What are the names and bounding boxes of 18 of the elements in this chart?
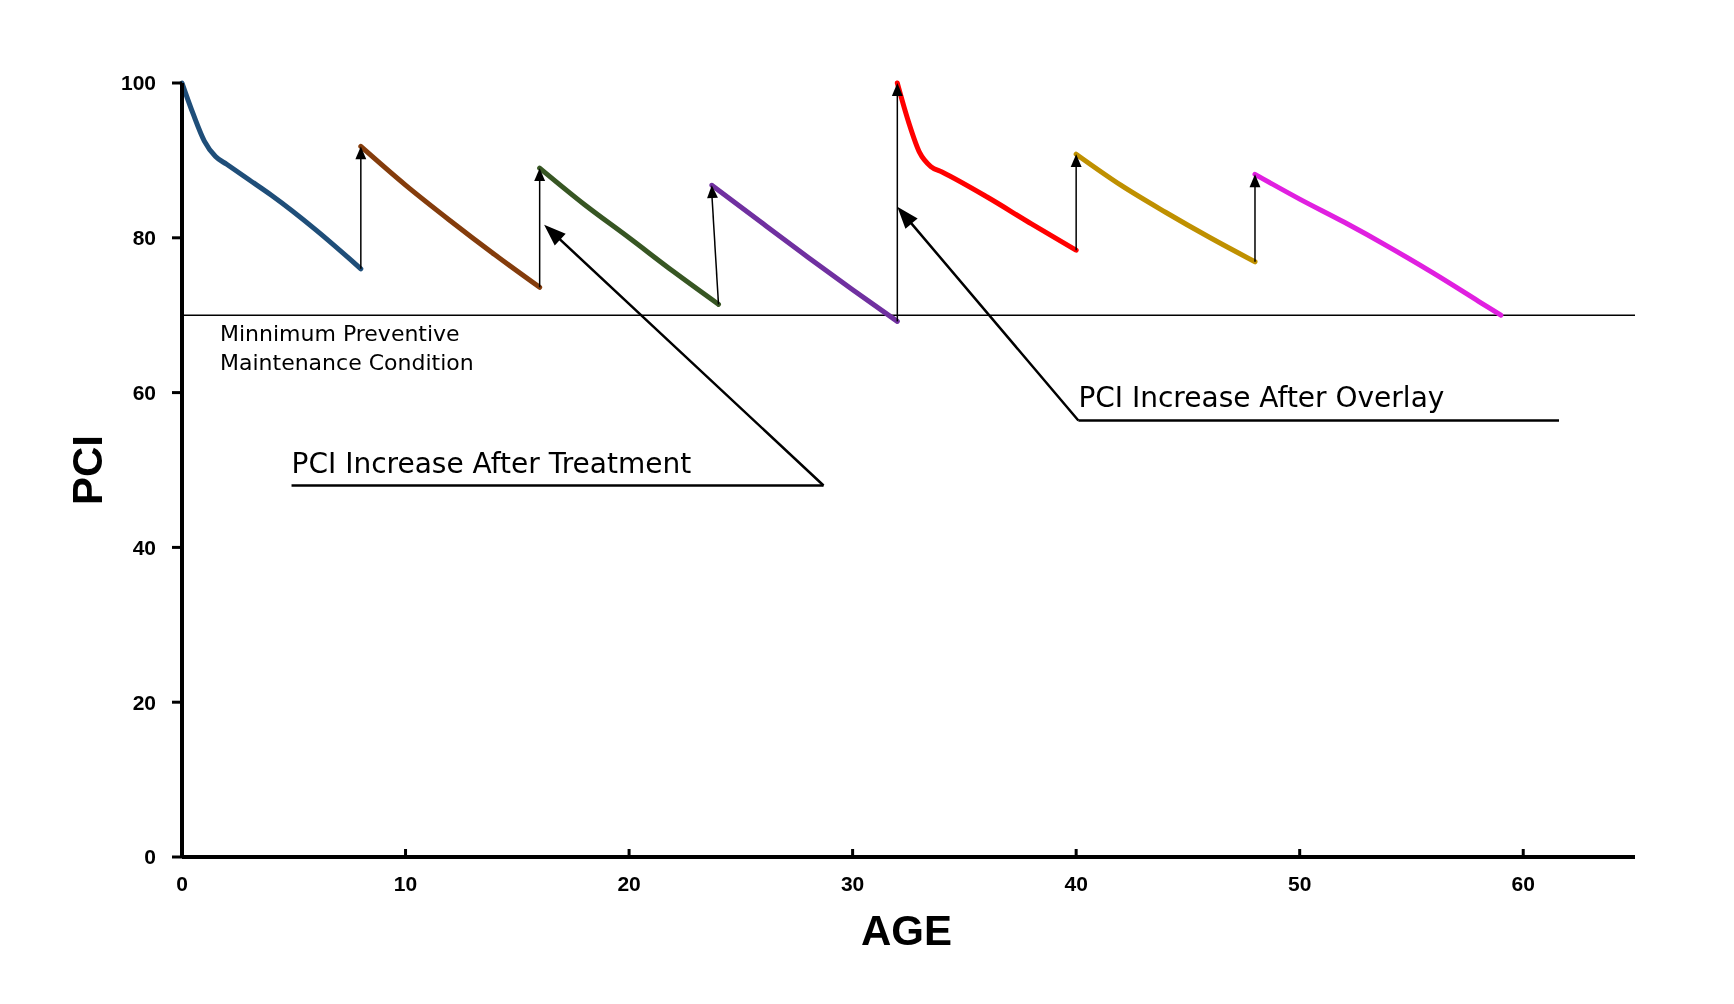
x-tick-label: 10 bbox=[393, 872, 418, 895]
ref-line-label: Minnimum Preventive Maintenance Condition bbox=[220, 321, 474, 376]
y-axis-title: PCI bbox=[64, 434, 111, 506]
x-axis-title: AGE bbox=[860, 907, 953, 954]
x-tick-label: 20 bbox=[617, 872, 641, 895]
y-tick-label: 80 bbox=[132, 226, 156, 250]
x-tick-label: 30 bbox=[840, 872, 865, 895]
annotation: PCI Increase After Overlay bbox=[1078, 381, 1445, 415]
x-tick-label: 50 bbox=[1288, 872, 1312, 895]
y-tick-label: 100 bbox=[120, 71, 156, 95]
y-tick-label: 40 bbox=[132, 535, 156, 559]
x-tick-label: 0 bbox=[176, 872, 188, 895]
x-tick-label: 40 bbox=[1064, 872, 1088, 895]
x-tick-label: 60 bbox=[1511, 872, 1535, 895]
y-tick-label: 60 bbox=[132, 380, 156, 404]
y-tick-label: 20 bbox=[132, 690, 156, 714]
annotation: PCI Increase After Treatment bbox=[291, 447, 692, 481]
y-tick-label: 0 bbox=[144, 845, 156, 869]
